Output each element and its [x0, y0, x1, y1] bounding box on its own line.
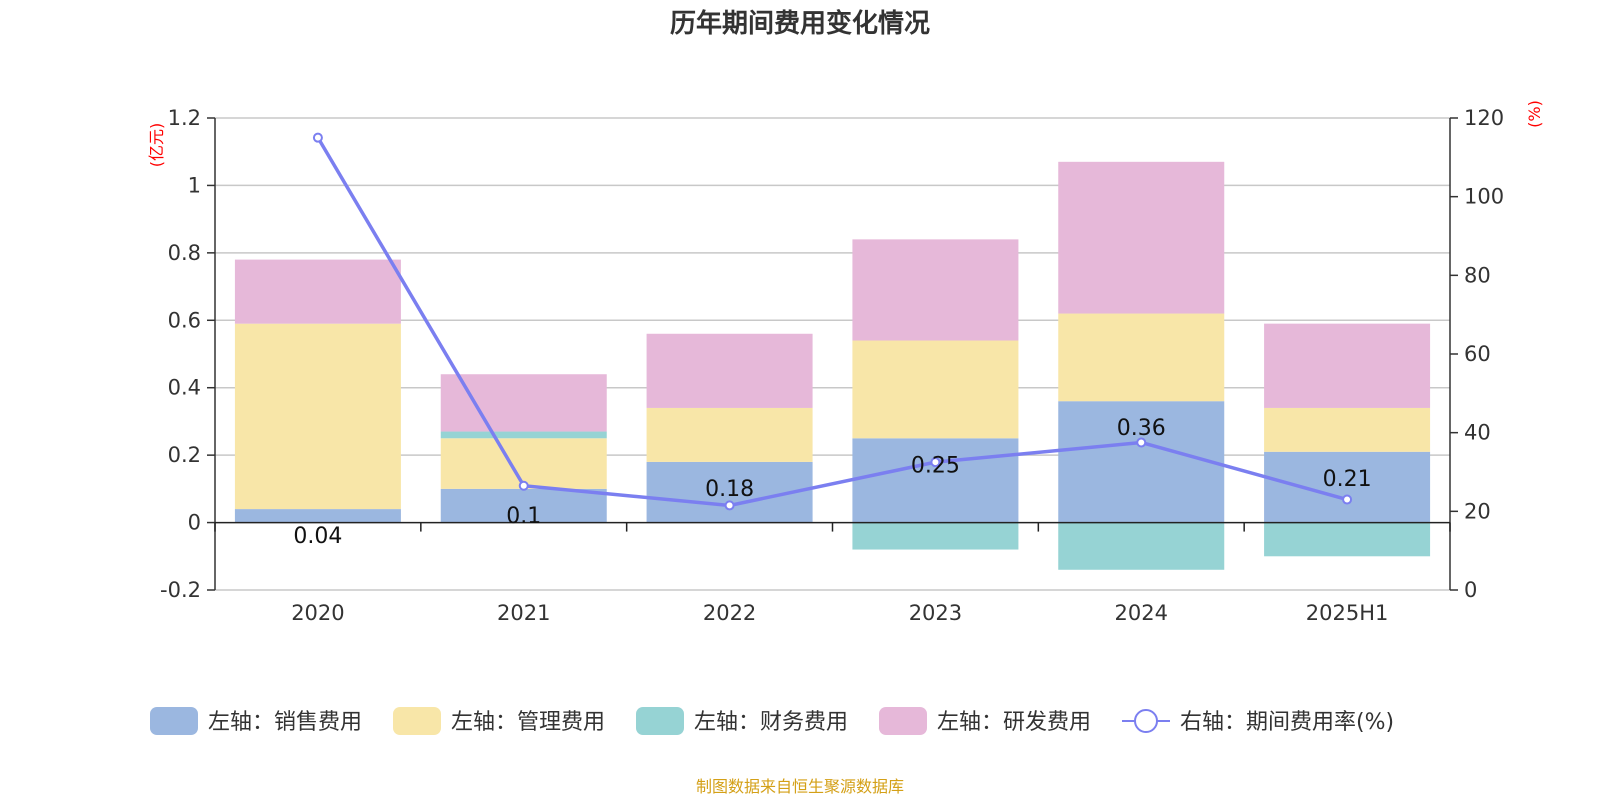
line-point	[1342, 494, 1353, 505]
right-tick-label: 120	[1464, 106, 1504, 130]
bar-segment-2-2025H1	[1264, 407, 1431, 452]
legend-swatch	[636, 707, 684, 735]
line-point	[518, 480, 529, 491]
bar-segment-1-2020	[234, 509, 401, 523]
bar-data-label: 0.21	[1323, 467, 1372, 492]
x-tick-label: 2020	[291, 601, 344, 625]
line-point	[930, 457, 941, 468]
x-tick-label: 2022	[703, 601, 756, 625]
left-tick-label: 0.4	[168, 376, 201, 400]
bar-data-label: 0.1	[506, 504, 541, 529]
bar-segment-4-2024	[1058, 161, 1225, 314]
legend-swatch	[393, 707, 441, 735]
bar-segment-3-2025H1	[1264, 522, 1431, 557]
bar-segment-3-2024	[1058, 522, 1225, 570]
left-tick-label: 1.2	[168, 106, 201, 130]
bar-data-label: 0.25	[911, 453, 960, 478]
legend-label: 左轴：销售费用	[208, 710, 362, 735]
left-tick-label: 0	[188, 511, 201, 535]
line-expense-rate	[316, 136, 1348, 508]
bar-segment-4-2023	[852, 239, 1019, 341]
bar-segment-2-2023	[852, 340, 1019, 439]
legend: 左轴：销售费用 左轴：管理费用 左轴：财务费用 左轴：研发费用 右轴：期间费用率(%)	[150, 707, 1394, 735]
left-tick-label: -0.2	[160, 578, 201, 602]
chart-title: 历年期间费用变化情况	[670, 8, 930, 39]
data-labels: 0.04 0.1 0.18 0.25 0.36 0.21	[293, 416, 1371, 549]
bar-segment-1-2021	[440, 488, 607, 523]
bar-segment-2-2024	[1058, 313, 1225, 402]
bar-segment-1-2023	[852, 438, 1019, 523]
line-point	[724, 500, 735, 511]
legend-label: 左轴：财务费用	[694, 710, 848, 735]
right-tick-label: 40	[1464, 421, 1491, 445]
bar-segment-4-2025H1	[1264, 323, 1431, 408]
bar-data-label: 0.36	[1117, 416, 1166, 441]
right-tick-label: 80	[1464, 263, 1491, 287]
bar-segment-3-2021	[440, 431, 607, 439]
left-axis-unit: (亿元)	[147, 123, 166, 168]
left-tick-label: 0.2	[168, 443, 201, 467]
x-tick-label: 2023	[909, 601, 962, 625]
bar-segment-1-2025H1	[1264, 451, 1431, 523]
legend-swatch	[879, 707, 927, 735]
bar-series	[234, 161, 1431, 570]
line-series	[312, 132, 1353, 511]
legend-label: 右轴：期间费用率(%)	[1180, 710, 1394, 735]
right-tick-label: 20	[1464, 499, 1491, 523]
legend-label: 左轴：管理费用	[451, 710, 605, 735]
legend-swatch	[150, 707, 198, 735]
x-tick-label: 2021	[497, 601, 550, 625]
right-axis-unit: (%)	[1525, 100, 1544, 128]
right-tick-label: 0	[1464, 578, 1477, 602]
x-tick-label: 2025H1	[1306, 601, 1389, 625]
bar-segment-2-2022	[646, 407, 813, 462]
grid-lines	[215, 117, 1450, 591]
bar-segment-4-2020	[234, 259, 401, 324]
bar-data-label: 0.18	[705, 477, 754, 502]
left-tick-label: 0.8	[168, 241, 201, 265]
legend-label: 左轴：研发费用	[937, 710, 1091, 735]
left-tick-label: 1	[188, 173, 201, 197]
source-note: 制图数据来自恒生聚源数据库	[696, 777, 904, 796]
bar-segment-3-2023	[852, 522, 1019, 550]
right-tick-label: 60	[1464, 342, 1491, 366]
bar-segment-4-2022	[646, 333, 813, 408]
legend-marker	[1134, 709, 1158, 733]
line-point	[312, 132, 323, 143]
bar-segment-2-2021	[440, 438, 607, 489]
line-point	[1136, 437, 1147, 448]
x-tick-label: 2024	[1115, 601, 1168, 625]
axes: 1.2 1 0.8 0.6 0.4 0.2 0 -0.2 120 100 80 60 40 20 0 (亿元)…	[147, 100, 1544, 625]
bar-segment-2-2020	[234, 323, 401, 510]
bar-segment-4-2021	[440, 374, 607, 432]
bar-segment-1-2024	[1058, 401, 1225, 523]
right-tick-label: 100	[1464, 185, 1504, 209]
left-tick-label: 0.6	[168, 308, 201, 332]
bar-data-label: 0.04	[293, 524, 342, 549]
